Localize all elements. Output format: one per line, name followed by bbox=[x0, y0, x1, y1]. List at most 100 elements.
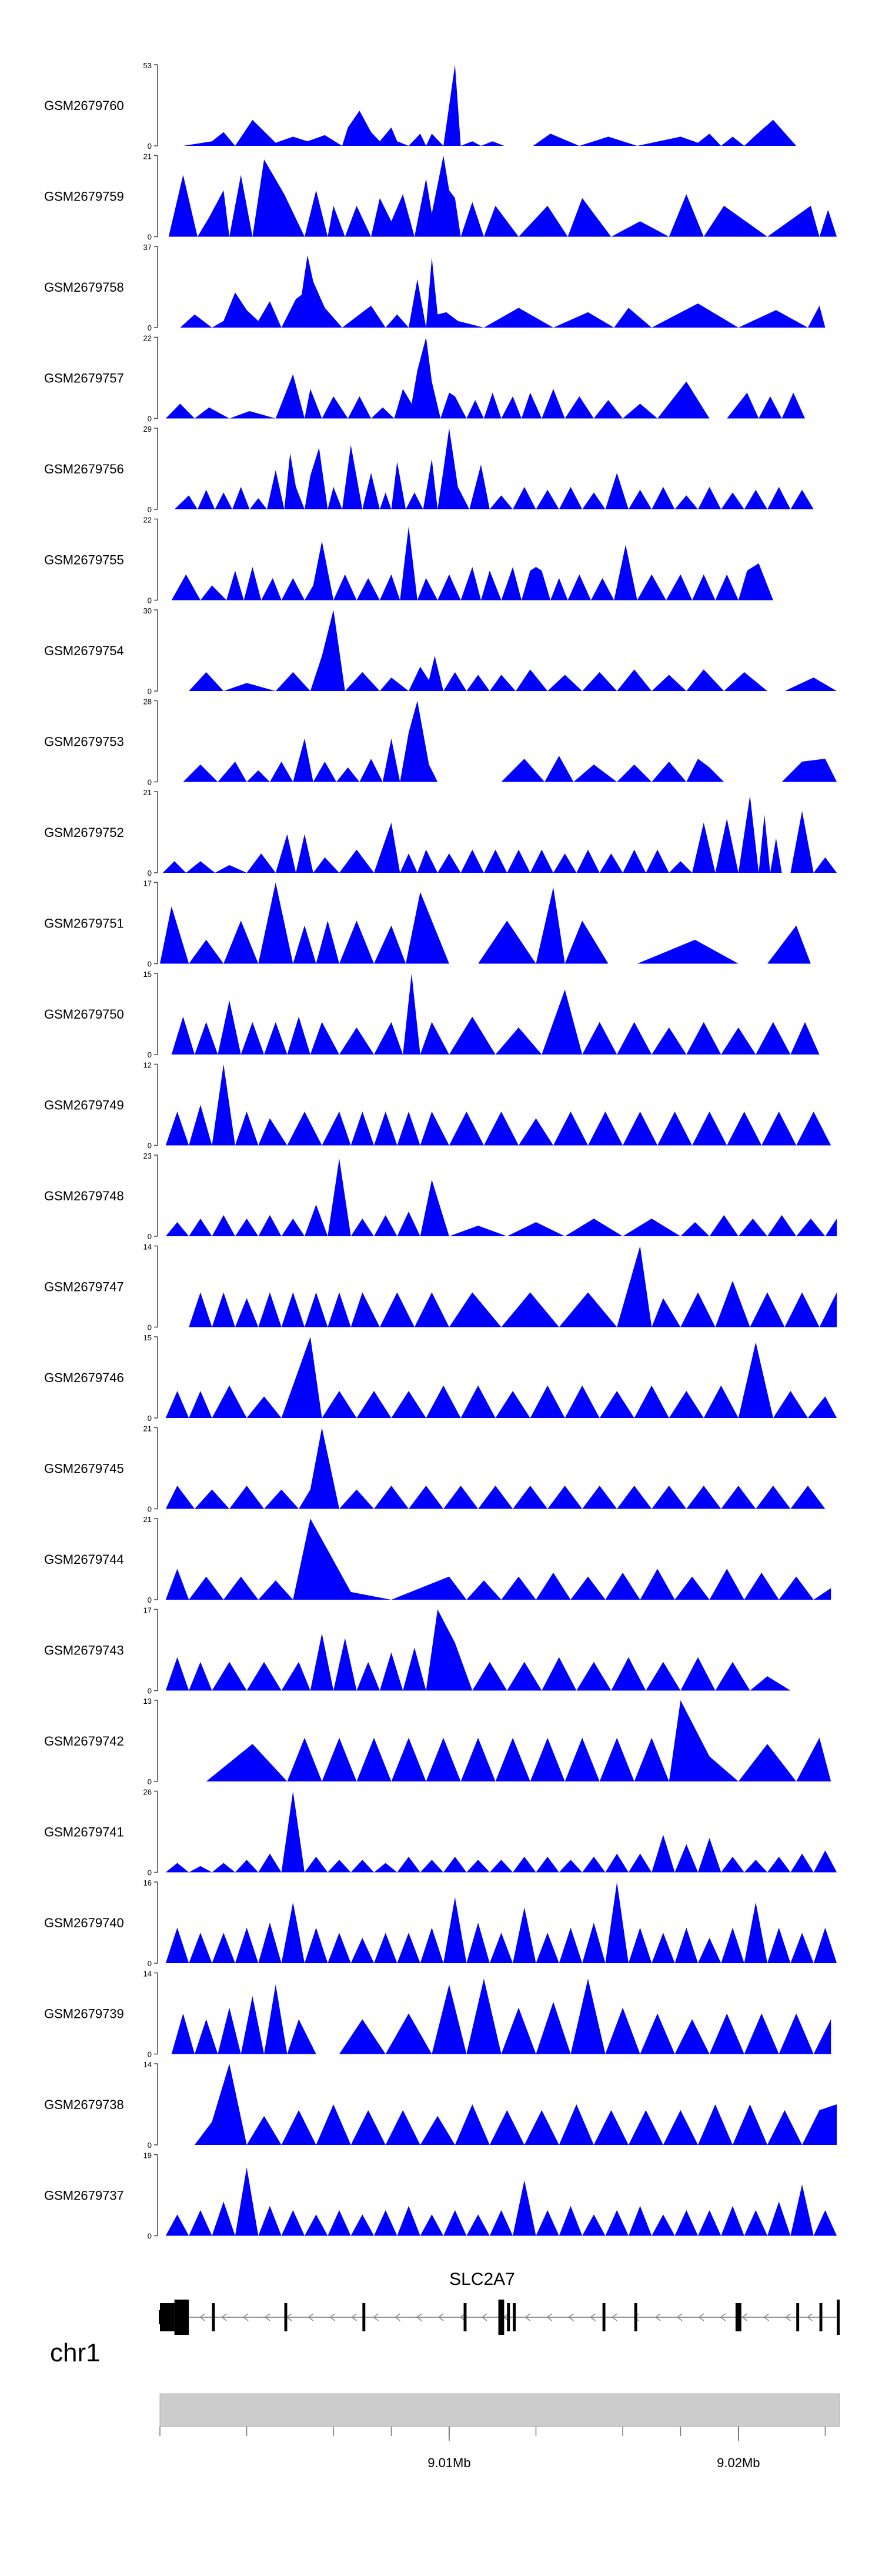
track-label: GSM2679742 bbox=[44, 1734, 124, 1749]
y-max-label: 19 bbox=[143, 2151, 152, 2160]
y-max-label: 15 bbox=[143, 1333, 152, 1342]
y-max-label: 14 bbox=[143, 2060, 152, 2069]
y-max-label: 16 bbox=[143, 1878, 152, 1887]
coverage-area bbox=[171, 973, 831, 1055]
y-min-label: 0 bbox=[148, 1323, 152, 1332]
strand-arrow bbox=[698, 2313, 704, 2321]
coverage-area bbox=[183, 700, 837, 782]
track-GSM2679755: GSM2679755 22 0 bbox=[44, 516, 791, 605]
gene-exon bbox=[507, 2303, 510, 2331]
strand-arrow bbox=[590, 2313, 596, 2321]
strand-arrow bbox=[546, 2313, 553, 2321]
strand-arrow bbox=[741, 2313, 748, 2321]
strand-arrow bbox=[264, 2313, 270, 2321]
track-GSM2679752: GSM2679752 21 0 bbox=[44, 788, 837, 877]
y-min-label: 0 bbox=[148, 778, 152, 787]
coverage-area bbox=[180, 255, 831, 328]
gene-exon bbox=[362, 2303, 366, 2331]
coverage-tracks: GSM2679760530GSM2679759210GSM2679758370G… bbox=[44, 61, 837, 2241]
track-GSM2679744: GSM2679744 21 0 bbox=[44, 1515, 831, 1604]
y-min-label: 0 bbox=[148, 1050, 152, 1059]
y-min-label: 0 bbox=[148, 233, 152, 242]
y-min-label: 0 bbox=[148, 960, 152, 969]
y-min-label: 0 bbox=[148, 1868, 152, 1877]
chromosome-ideogram: chr1 9.01Mb 9.02Mb bbox=[50, 2338, 840, 2470]
y-max-label: 13 bbox=[143, 1697, 152, 1706]
strand-arrow bbox=[395, 2313, 400, 2321]
track-GSM2679741: GSM2679741 26 0 bbox=[44, 1788, 837, 1877]
y-max-label: 23 bbox=[143, 1152, 152, 1160]
track-GSM2679759: GSM2679759 21 0 bbox=[44, 152, 837, 242]
track-GSM2679754: GSM2679754 30 0 bbox=[44, 606, 837, 696]
coverage-area bbox=[195, 2064, 837, 2145]
track-label: GSM2679756 bbox=[44, 462, 124, 476]
gene-exon bbox=[735, 2303, 741, 2331]
coverage-area bbox=[189, 1246, 837, 1327]
strand-arrow bbox=[481, 2313, 487, 2321]
track-label: GSM2679737 bbox=[44, 2188, 124, 2203]
y-max-label: 21 bbox=[143, 788, 152, 797]
track-label: GSM2679745 bbox=[44, 1461, 124, 1476]
track-GSM2679740: GSM2679740 16 0 bbox=[44, 1878, 837, 1968]
strand-arrow bbox=[676, 2313, 683, 2321]
track-label: GSM2679753 bbox=[44, 735, 124, 749]
y-max-label: 14 bbox=[143, 1970, 152, 1978]
gene-exon bbox=[602, 2303, 606, 2331]
track-label: GSM2679746 bbox=[44, 1370, 124, 1385]
axis-tick-label: 9.02Mb bbox=[717, 2455, 760, 2470]
track-label: GSM2679738 bbox=[44, 2097, 124, 2112]
strand-arrow bbox=[568, 2313, 574, 2321]
strand-arrow bbox=[654, 2313, 661, 2321]
y-min-label: 0 bbox=[148, 2141, 152, 2150]
y-max-label: 53 bbox=[143, 61, 152, 70]
track-GSM2679745: GSM2679745 21 0 bbox=[44, 1424, 826, 1514]
track-GSM2679747: GSM2679747 14 0 bbox=[44, 1243, 837, 1332]
strand-arrow bbox=[242, 2313, 249, 2321]
y-max-label: 22 bbox=[143, 516, 152, 525]
gene-exon bbox=[284, 2303, 288, 2331]
track-label: GSM2679740 bbox=[44, 1916, 124, 1930]
strand-arrow bbox=[220, 2313, 227, 2321]
coverage-area bbox=[168, 155, 837, 237]
y-max-label: 12 bbox=[143, 1061, 152, 1070]
track-GSM2679750: GSM2679750 15 0 bbox=[44, 970, 831, 1059]
strand-arrow bbox=[785, 2313, 791, 2321]
y-min-label: 0 bbox=[148, 1777, 152, 1786]
chromosome-band bbox=[159, 2393, 840, 2427]
track-label: GSM2679757 bbox=[44, 371, 124, 386]
strand-arrow bbox=[807, 2313, 813, 2321]
track-label: GSM2679751 bbox=[44, 916, 124, 931]
strand-arrow bbox=[329, 2313, 336, 2321]
y-min-label: 0 bbox=[148, 2232, 152, 2241]
track-label: GSM2679760 bbox=[44, 98, 124, 113]
track-GSM2679753: GSM2679753 28 0 bbox=[44, 698, 837, 787]
strand-arrow bbox=[524, 2313, 531, 2321]
track-GSM2679749: GSM2679749 12 0 bbox=[44, 1061, 831, 1150]
coverage-area bbox=[165, 337, 820, 419]
coverage-area bbox=[183, 65, 820, 146]
track-label: GSM2679747 bbox=[44, 1280, 124, 1294]
strand-arrow bbox=[437, 2313, 444, 2321]
track-label: GSM2679754 bbox=[44, 643, 124, 658]
y-max-label: 17 bbox=[143, 879, 152, 888]
coverage-area bbox=[160, 882, 826, 964]
track-GSM2679742: GSM2679742 13 0 bbox=[44, 1697, 831, 1786]
y-max-label: 21 bbox=[143, 1515, 152, 1524]
y-max-label: 21 bbox=[143, 1424, 152, 1433]
y-min-label: 0 bbox=[148, 505, 152, 514]
y-min-label: 0 bbox=[148, 2050, 152, 2059]
y-min-label: 0 bbox=[148, 323, 152, 332]
y-max-label: 17 bbox=[143, 1606, 152, 1615]
track-label: GSM2679755 bbox=[44, 553, 124, 568]
y-min-label: 0 bbox=[148, 869, 152, 877]
coverage-area bbox=[189, 610, 837, 691]
coverage-area bbox=[165, 2167, 837, 2236]
track-GSM2679746: GSM2679746 15 0 bbox=[44, 1333, 837, 1423]
strand-arrow bbox=[351, 2313, 358, 2321]
track-GSM2679758: GSM2679758 37 0 bbox=[44, 243, 831, 332]
track-label: GSM2679748 bbox=[44, 1189, 124, 1203]
coverage-area bbox=[165, 1882, 837, 1963]
y-max-label: 15 bbox=[143, 970, 152, 979]
track-label: GSM2679758 bbox=[44, 280, 124, 295]
y-min-label: 0 bbox=[148, 687, 152, 696]
